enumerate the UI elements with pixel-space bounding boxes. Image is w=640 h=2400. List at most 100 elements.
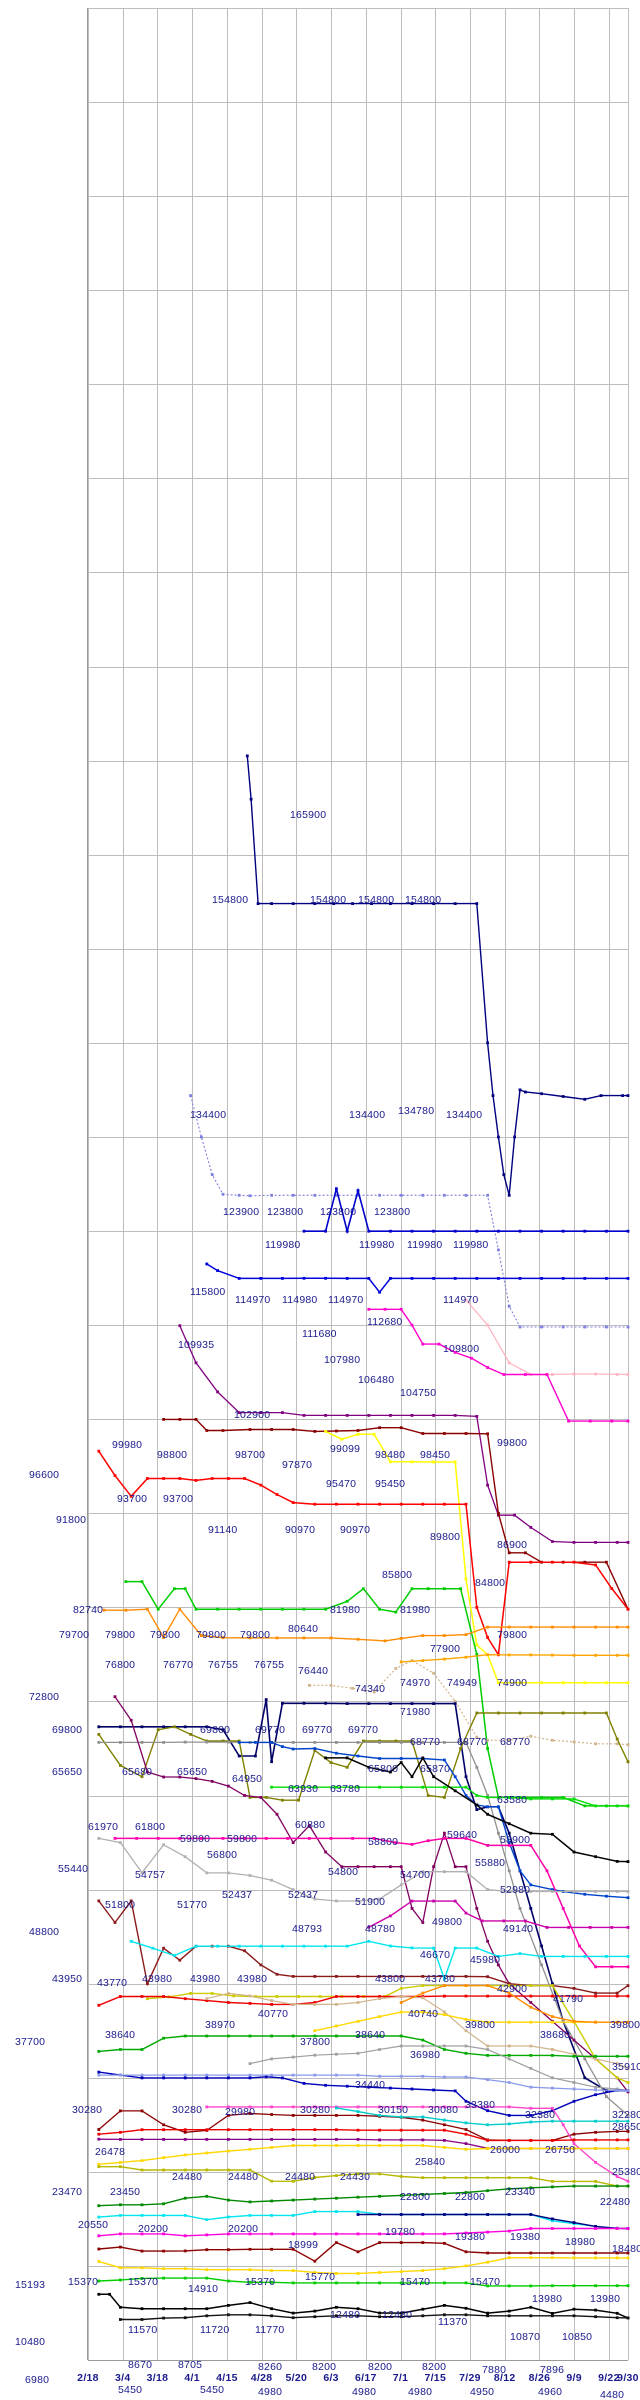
- point-value-label: 69770: [255, 1724, 286, 1736]
- data-point-marker: [97, 2204, 101, 2208]
- data-point-marker: [421, 1984, 425, 1987]
- data-point-marker: [189, 1992, 192, 1995]
- data-point-marker: [372, 1865, 376, 1869]
- data-point-marker: [297, 1995, 300, 1998]
- data-point-marker: [156, 1837, 160, 1840]
- data-point-marker: [464, 1837, 468, 1840]
- data-point-marker: [507, 1982, 511, 1986]
- data-point-marker: [410, 1843, 414, 1846]
- data-point-marker: [270, 902, 273, 905]
- data-point-marker: [275, 1972, 279, 1976]
- data-point-marker: [140, 2138, 144, 2141]
- x-tick-label: 3/4: [114, 2372, 131, 2384]
- data-point-marker: [291, 2198, 295, 2202]
- gridline-vertical: [261, 8, 263, 2360]
- data-point-marker: [507, 2020, 511, 2024]
- data-point-marker: [486, 2139, 489, 2142]
- point-value-label: 48800: [29, 1926, 60, 1938]
- series-line: [246, 755, 628, 1196]
- series-line: [325, 1756, 629, 1863]
- data-point-marker: [583, 1711, 587, 1715]
- data-point-marker: [572, 2119, 576, 2123]
- point-value-label: 98800: [157, 1449, 188, 1461]
- data-point-marker: [281, 1277, 284, 1280]
- series-cyan-c: [97, 2210, 630, 2230]
- point-value-label: 38640: [355, 2029, 386, 2041]
- data-point-marker: [97, 1837, 101, 1840]
- point-value-label: 90970: [285, 1524, 316, 1536]
- point-value-label: 24480: [285, 2171, 316, 2183]
- data-point-marker: [572, 1372, 576, 1376]
- data-point-marker: [194, 1777, 198, 1780]
- data-point-marker: [356, 1502, 360, 1506]
- point-value-label: 95470: [326, 1478, 357, 1490]
- data-point-marker: [626, 1860, 630, 1863]
- data-point-marker: [572, 2147, 576, 2150]
- series-magenta-a: [367, 1307, 630, 1423]
- data-point-marker: [540, 1963, 543, 1967]
- data-point-marker: [540, 1955, 543, 1958]
- data-point-marker: [259, 1963, 263, 1967]
- data-point-marker: [270, 2034, 273, 2038]
- data-point-marker: [464, 2281, 468, 2285]
- data-point-marker: [227, 2198, 230, 2202]
- data-point-marker: [626, 2179, 630, 2183]
- data-point-marker: [313, 2271, 317, 2274]
- data-point-marker: [313, 2105, 317, 2109]
- data-point-marker: [507, 1991, 511, 1995]
- data-point-marker: [308, 1684, 311, 1687]
- data-point-marker: [227, 2073, 230, 2077]
- data-point-marker: [146, 1607, 149, 1611]
- point-value-label: 26478: [95, 2146, 126, 2158]
- data-point-marker: [194, 1479, 198, 1482]
- data-point-marker: [464, 2142, 468, 2145]
- data-point-marker: [97, 2073, 101, 2077]
- data-point-marker: [248, 2280, 252, 2284]
- series-red-b: [97, 1994, 630, 2007]
- x-tick-label: 7/29: [459, 2372, 481, 2384]
- data-point-marker: [205, 2138, 209, 2141]
- data-point-marker: [356, 1741, 360, 1744]
- data-point-marker: [464, 2191, 468, 2194]
- data-point-marker: [524, 1551, 527, 1555]
- data-point-marker: [502, 1919, 506, 1923]
- point-value-label: 24480: [228, 2171, 259, 2183]
- point-value-label: 26000: [490, 2144, 521, 2156]
- gridline-vertical: [296, 8, 298, 2360]
- data-point-marker: [302, 1607, 306, 1611]
- data-point-marker: [443, 2013, 446, 2017]
- data-point-marker: [151, 1946, 155, 1950]
- data-point-marker: [227, 2138, 230, 2141]
- point-value-label: 63780: [330, 1783, 361, 1795]
- data-point-marker: [583, 1097, 587, 1101]
- data-point-marker: [421, 2307, 425, 2311]
- data-point-marker: [594, 2180, 597, 2183]
- data-point-marker: [605, 1229, 608, 1233]
- data-point-marker: [486, 1625, 489, 1629]
- data-point-marker: [227, 2215, 230, 2219]
- data-point-marker: [356, 2213, 360, 2216]
- data-point-marker: [324, 1701, 327, 1705]
- point-value-label: 96600: [29, 1469, 60, 1481]
- gridline-horizontal: [88, 572, 628, 574]
- data-point-marker: [345, 1944, 349, 1948]
- data-point-marker: [302, 1636, 306, 1640]
- data-point-marker: [551, 1994, 554, 1998]
- data-point-marker: [259, 1483, 263, 1487]
- data-point-marker: [183, 2307, 187, 2311]
- point-value-label: 91800: [56, 1514, 87, 1526]
- data-point-marker: [205, 2128, 209, 2132]
- data-point-marker: [313, 2210, 317, 2213]
- data-point-marker: [313, 902, 317, 905]
- data-point-marker: [464, 1975, 468, 1978]
- data-point-marker: [248, 2002, 252, 2005]
- data-point-marker: [378, 2311, 381, 2315]
- data-point-marker: [453, 1775, 457, 1779]
- data-point-marker: [486, 1812, 489, 1816]
- series-orange-a: [102, 1607, 630, 1643]
- point-value-label: 154800: [212, 894, 249, 906]
- data-point-marker: [421, 1342, 425, 1346]
- point-value-label: 59640: [447, 1829, 478, 1841]
- point-value-label: 22800: [455, 2191, 486, 2203]
- data-point-marker: [124, 1580, 128, 1583]
